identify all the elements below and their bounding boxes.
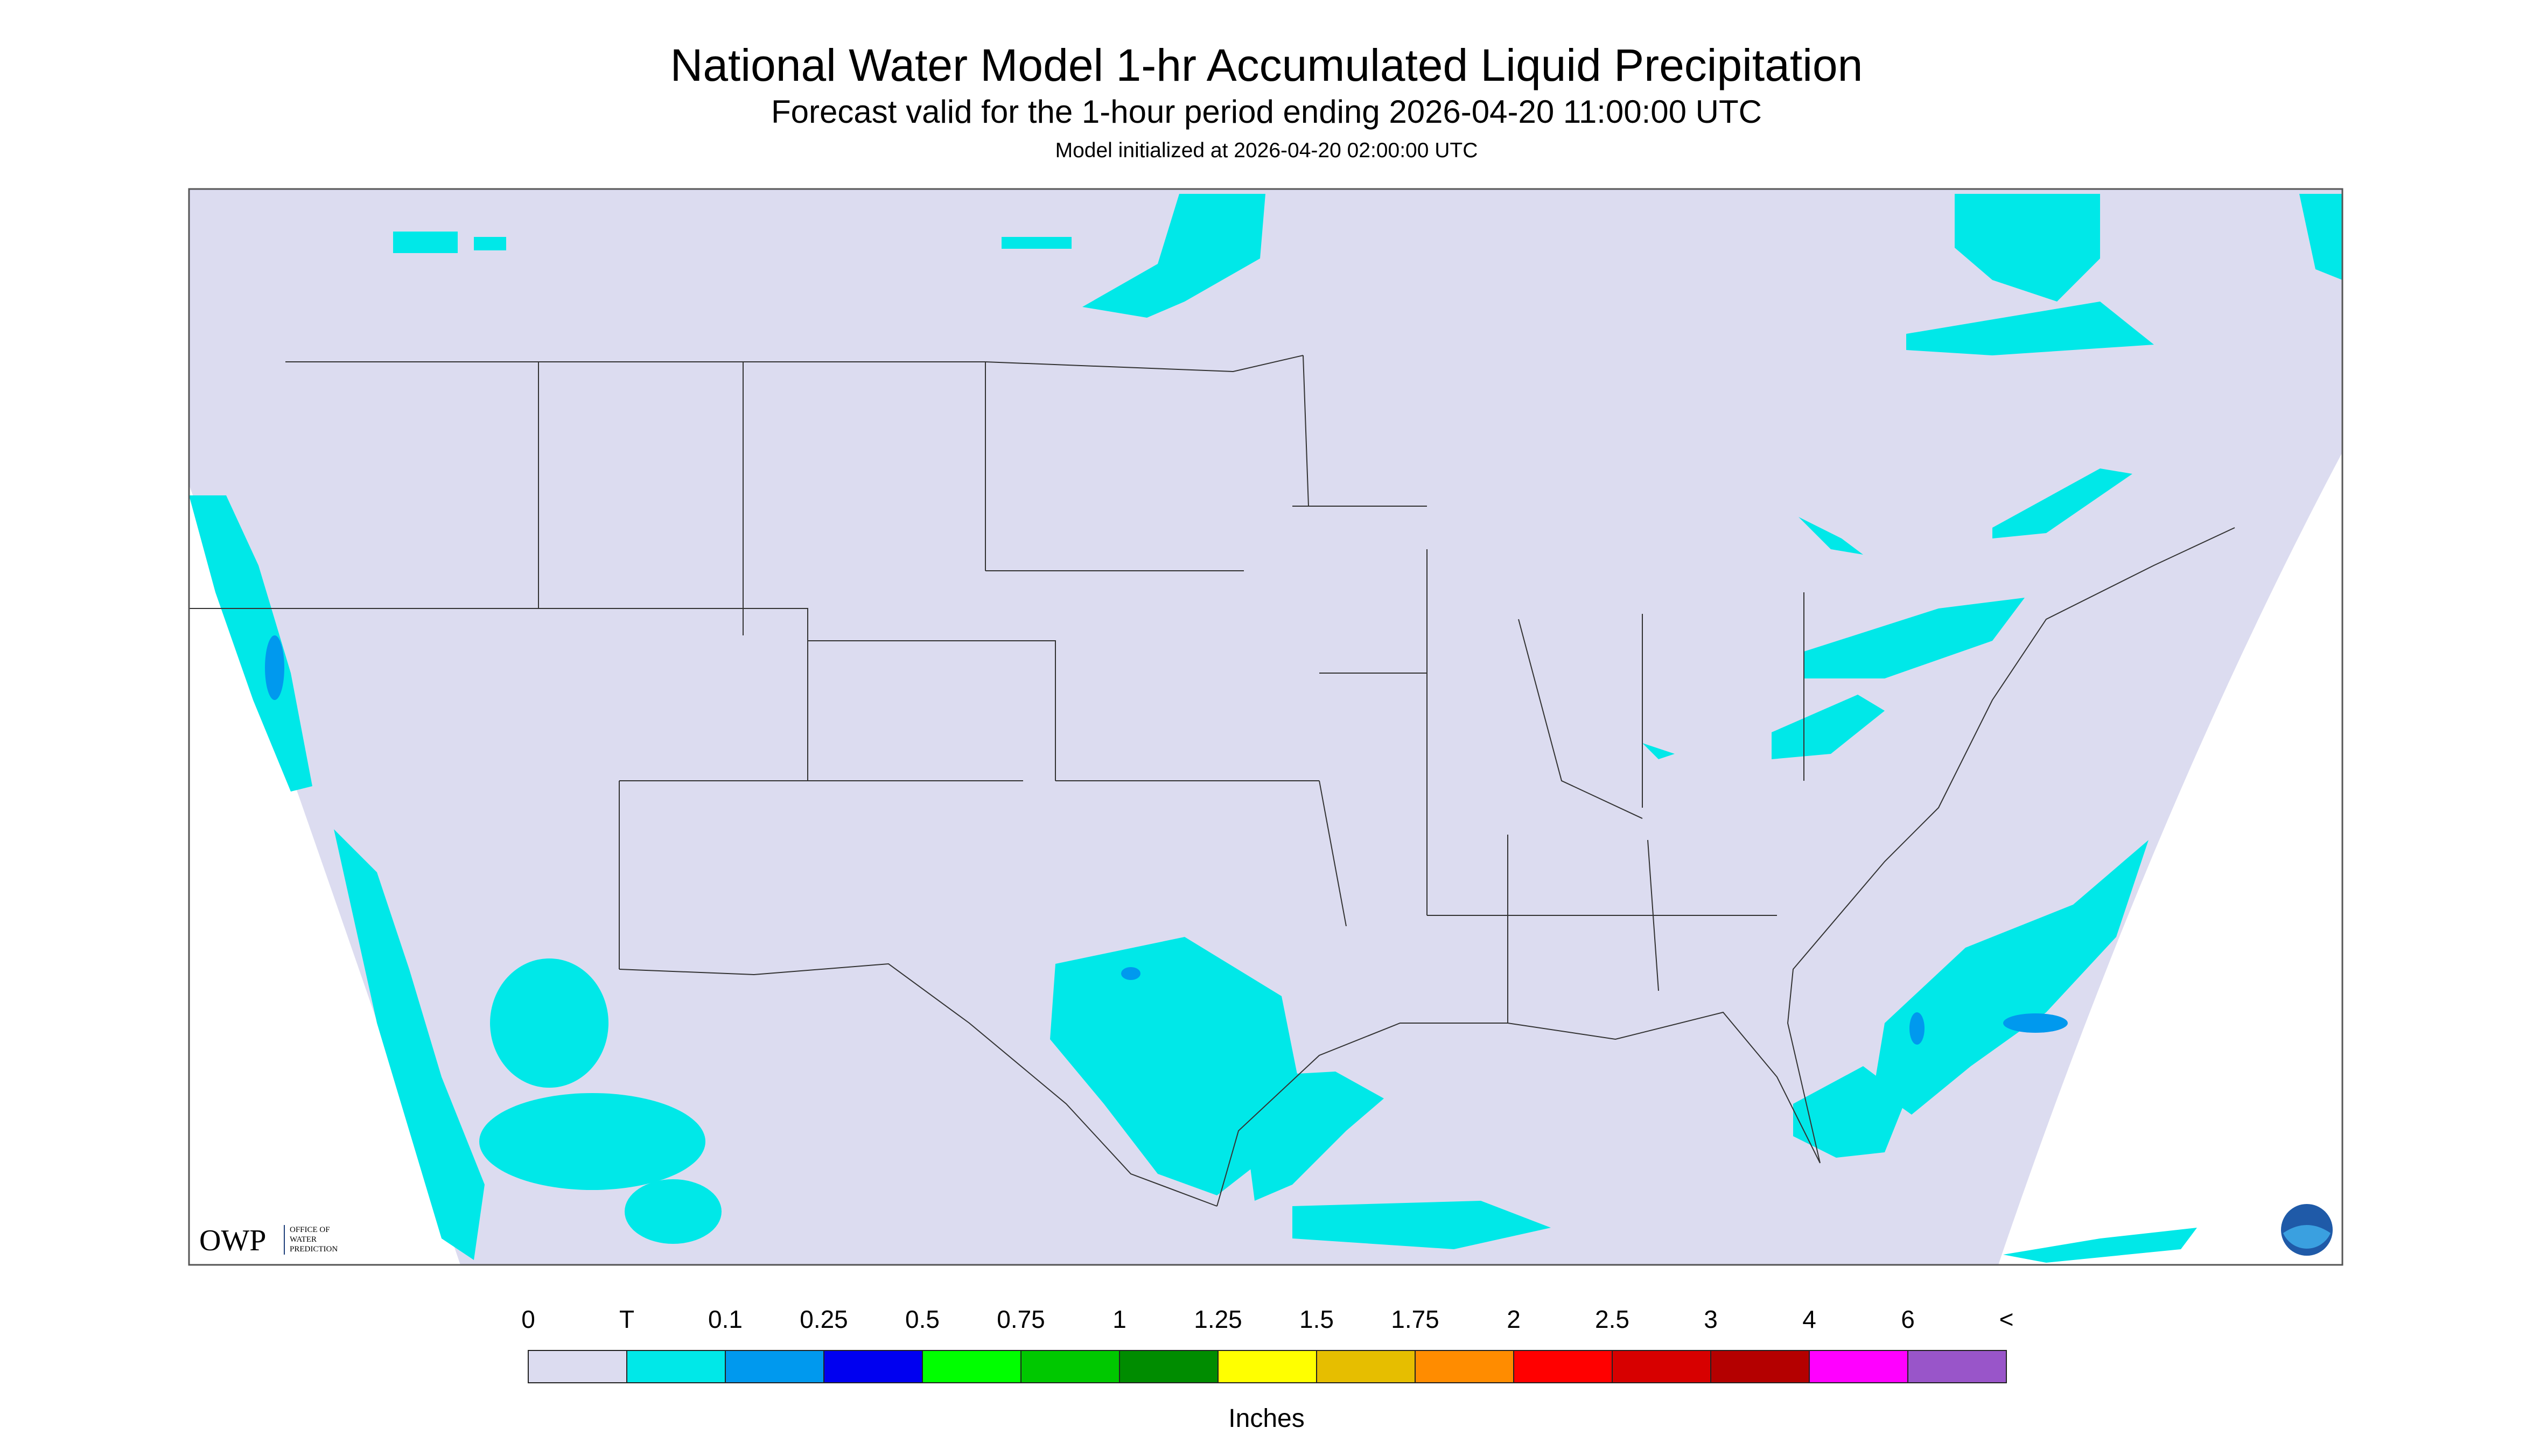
legend-swatch (1217, 1350, 1317, 1383)
logo-line: WATER (290, 1235, 317, 1244)
precip-area (2003, 1013, 2068, 1033)
legend-swatch (1513, 1350, 1613, 1383)
precip-area (1874, 840, 2149, 1115)
precip-area (1292, 1201, 1551, 1249)
legend-swatch (725, 1350, 824, 1383)
precip-area (1906, 302, 2154, 355)
subtitle: Forecast valid for the 1-hour period end… (771, 94, 1762, 130)
precip-area (479, 1093, 705, 1190)
coastline (189, 527, 2235, 1207)
precip-area (490, 958, 608, 1088)
owp-logo: OWP OFFICE OF WATER PREDICTION (199, 1224, 338, 1257)
precip-area (1804, 598, 2025, 678)
noaa-wave (2283, 1225, 2331, 1249)
legend-label: 4 (1802, 1305, 1816, 1333)
legend-swatch (528, 1350, 627, 1383)
legend-swatch (1907, 1350, 2007, 1383)
precip-area (1238, 1072, 1384, 1201)
noaa-logo (2281, 1204, 2333, 1256)
title: National Water Model 1-hr Accumulated Li… (670, 40, 1863, 90)
precip-area (393, 232, 458, 253)
logo-line: PREDICTION (290, 1245, 338, 1254)
precip-area (1050, 937, 1303, 1195)
precip-areas (189, 194, 2342, 1263)
model-domain (189, 189, 2342, 1265)
precip-area (2299, 194, 2342, 280)
legend-label: 1 (1112, 1305, 1126, 1333)
legend-label: 0.25 (800, 1305, 848, 1333)
precip-area (1909, 1012, 1925, 1045)
precip-area (1799, 517, 1863, 555)
map: OWP OFFICE OF WATER PREDICTION (188, 188, 2343, 1266)
precip-area (1793, 1066, 1906, 1158)
precip-areas-heavy (265, 635, 2068, 1045)
logo-name: OWP (199, 1224, 266, 1257)
legend-label: 1.75 (1391, 1305, 1439, 1333)
precip-area (625, 1179, 722, 1244)
legend-label: 2.5 (1595, 1305, 1629, 1333)
precip-area (1002, 237, 1072, 249)
map-frame (188, 188, 2343, 1266)
legend-swatch (626, 1350, 726, 1383)
precip-area (1642, 743, 1675, 759)
legend-swatch (1316, 1350, 1416, 1383)
legend-unit: Inches (1228, 1404, 1304, 1433)
legend-swatch (823, 1350, 923, 1383)
precip-area (474, 237, 506, 250)
precip-area (1955, 194, 2100, 302)
legend-label: 6 (1901, 1305, 1915, 1333)
legend-label: 1.5 (1299, 1305, 1334, 1333)
legend-swatch (1710, 1350, 1810, 1383)
legend-swatch (1020, 1350, 1120, 1383)
legend-label: 3 (1704, 1305, 1718, 1333)
legend-label: 0.1 (708, 1305, 743, 1333)
legend-label: 1.25 (1194, 1305, 1242, 1333)
legend-label: < (1999, 1305, 2014, 1333)
legend-label: 0 (521, 1305, 535, 1333)
legend: 0 T 0.1 0.25 0.5 0.75 1 1.25 1.5 1.75 2 2.5 3 4 6 < (521, 1305, 2013, 1383)
boundaries (189, 355, 2235, 1207)
legend-swatch (1809, 1350, 1908, 1383)
legend-label: T (619, 1305, 634, 1333)
logo-line: OFFICE OF (290, 1226, 330, 1234)
legend-swatch (1612, 1350, 1711, 1383)
precip-area (334, 829, 485, 1260)
legend-label: 2 (1507, 1305, 1521, 1333)
precip-area (265, 635, 284, 700)
state-lines (285, 355, 1804, 1023)
precip-area (2003, 1228, 2197, 1263)
precip-area (1772, 695, 1885, 759)
precip-area (1121, 967, 1140, 980)
legend-swatch (1415, 1350, 1514, 1383)
legend-label: 0.75 (997, 1305, 1045, 1333)
legend-swatch (922, 1350, 1021, 1383)
precip-area (1082, 194, 1265, 318)
precip-area (189, 495, 312, 792)
legend-label: 0.5 (905, 1305, 940, 1333)
legend-swatch (1119, 1350, 1219, 1383)
init-time: Model initialized at 2026-04-20 02:00:00… (1055, 139, 1478, 162)
precip-area (1992, 468, 2132, 538)
